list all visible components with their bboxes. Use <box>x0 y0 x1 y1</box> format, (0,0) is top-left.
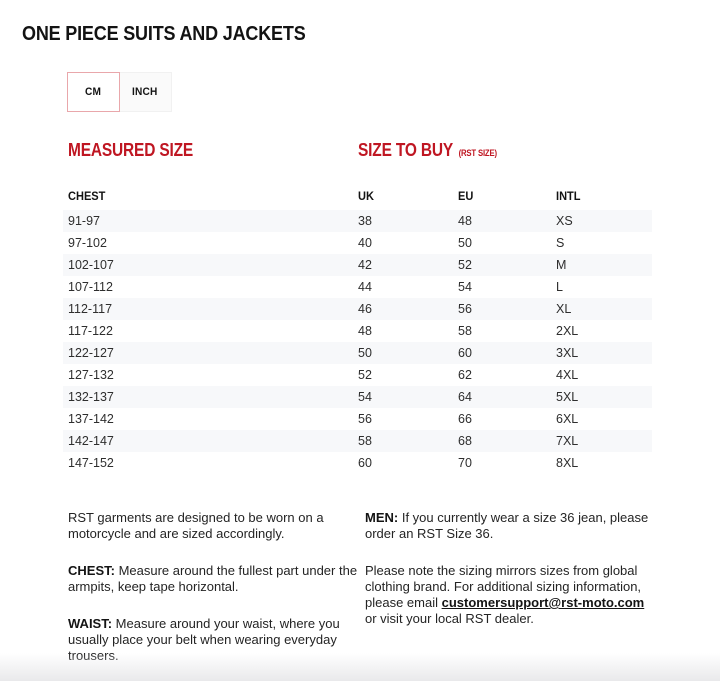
cell-intl-size: 7XL <box>556 434 579 448</box>
cell-eu-size: 56 <box>458 302 472 316</box>
cell-intl-size: 4XL <box>556 368 579 382</box>
column-header-intl: INTL <box>556 188 581 203</box>
table-row: 122-127 50 60 3XL <box>63 342 652 364</box>
table-row: 127-132 52 62 4XL <box>63 364 652 386</box>
size-to-buy-heading: SIZE TO BUY (RST SIZE) <box>358 140 652 164</box>
cell-intl-size: 2XL <box>556 324 579 338</box>
cell-eu-size: 68 <box>458 434 472 448</box>
table-row: 97-102 40 50 S <box>63 232 652 254</box>
page-title: ONE PIECE SUITS AND JACKETS <box>22 23 306 45</box>
size-to-buy-label: SIZE TO BUY <box>358 140 453 160</box>
table-row: 132-137 54 64 5XL <box>63 386 652 408</box>
cell-eu-size: 60 <box>458 346 472 360</box>
cell-intl-size: XL <box>556 302 572 316</box>
cell-chest-range: 117-122 <box>68 324 113 338</box>
sizing-notes: RST garments are designed to be worn on … <box>63 510 652 664</box>
cell-eu-size: 66 <box>458 412 472 426</box>
rst-size-note: (RST SIZE) <box>458 148 497 158</box>
cell-chest-range: 91-97 <box>68 214 100 228</box>
cell-intl-size: 8XL <box>556 456 579 470</box>
cell-chest-range: 97-102 <box>68 236 107 250</box>
cell-eu-size: 48 <box>458 214 472 228</box>
cell-uk-size: 54 <box>358 390 372 404</box>
column-header-eu: EU <box>458 188 474 203</box>
unit-inch-button[interactable]: INCH <box>119 72 172 112</box>
cell-uk-size: 58 <box>358 434 372 448</box>
cell-intl-size: XS <box>556 214 573 228</box>
cell-uk-size: 50 <box>358 346 372 360</box>
cell-chest-range: 122-127 <box>68 346 114 360</box>
table-row: 147-152 60 70 8XL <box>63 452 652 474</box>
unit-cm-button[interactable]: CM <box>67 72 120 112</box>
size-chart-section: MEASURED SIZE SIZE TO BUY (RST SIZE) CHE… <box>63 140 652 664</box>
cell-uk-size: 44 <box>358 280 372 294</box>
table-row: 112-117 46 56 XL <box>63 298 652 320</box>
cell-eu-size: 64 <box>458 390 472 404</box>
cell-uk-size: 48 <box>358 324 372 338</box>
note-sizing-info: Please note the sizing mirrors sizes fro… <box>365 563 645 626</box>
cell-eu-size: 50 <box>458 236 472 250</box>
cell-eu-size: 62 <box>458 368 472 382</box>
cell-chest-range: 132-137 <box>68 390 114 404</box>
cell-eu-size: 54 <box>458 280 472 294</box>
column-header-chest: CHEST <box>68 188 106 203</box>
cell-chest-range: 102-107 <box>68 258 114 272</box>
table-row: 117-122 48 58 2XL <box>63 320 652 342</box>
cell-uk-size: 38 <box>358 214 372 228</box>
cell-uk-size: 46 <box>358 302 372 316</box>
cell-intl-size: L <box>556 280 563 294</box>
unit-toggle: CM INCH <box>67 72 172 112</box>
cell-uk-size: 42 <box>358 258 372 272</box>
table-row: 107-112 44 54 L <box>63 276 652 298</box>
cell-chest-range: 142-147 <box>68 434 114 448</box>
note-general: RST garments are designed to be worn on … <box>68 510 324 541</box>
cell-intl-size: M <box>556 258 567 272</box>
cell-uk-size: 56 <box>358 412 372 426</box>
table-row: 142-147 58 68 7XL <box>63 430 652 452</box>
cell-eu-size: 70 <box>458 456 472 470</box>
cell-intl-size: 5XL <box>556 390 579 404</box>
cell-uk-size: 52 <box>358 368 372 382</box>
table-row: 91-97 38 48 XS <box>63 210 652 232</box>
cell-eu-size: 58 <box>458 324 472 338</box>
cell-chest-range: 112-117 <box>68 302 113 316</box>
table-row: 102-107 42 52 M <box>63 254 652 276</box>
cell-eu-size: 52 <box>458 258 472 272</box>
table-header-row: CHEST UK EU INTL <box>63 181 652 210</box>
measured-size-heading: MEASURED SIZE <box>68 140 194 160</box>
size-table-body: 91-97 38 48 XS 97-102 40 50 S 102-107 42… <box>63 210 652 474</box>
column-header-uk: UK <box>358 188 374 203</box>
cell-uk-size: 60 <box>358 456 372 470</box>
section-headings: MEASURED SIZE SIZE TO BUY (RST SIZE) <box>63 140 652 164</box>
table-row: 137-142 56 66 6XL <box>63 408 652 430</box>
cell-chest-range: 127-132 <box>68 368 114 382</box>
cell-intl-size: 3XL <box>556 346 579 360</box>
note-men: MEN: If you currently wear a size 36 jea… <box>365 510 649 541</box>
cell-chest-range: 107-112 <box>68 280 113 294</box>
note-chest: CHEST: Measure around the fullest part u… <box>68 563 358 594</box>
cell-chest-range: 147-152 <box>68 456 114 470</box>
cell-intl-size: 6XL <box>556 412 579 426</box>
notes-right-column: MEN: If you currently wear a size 36 jea… <box>365 510 652 664</box>
cell-intl-size: S <box>556 236 565 250</box>
cell-chest-range: 137-142 <box>68 412 114 426</box>
support-email-link[interactable]: customersupport@rst-moto.com <box>441 595 645 610</box>
notes-left-column: RST garments are designed to be worn on … <box>63 510 365 664</box>
cell-uk-size: 40 <box>358 236 372 250</box>
note-waist: WAIST: Measure around your waist, where … <box>68 616 340 663</box>
